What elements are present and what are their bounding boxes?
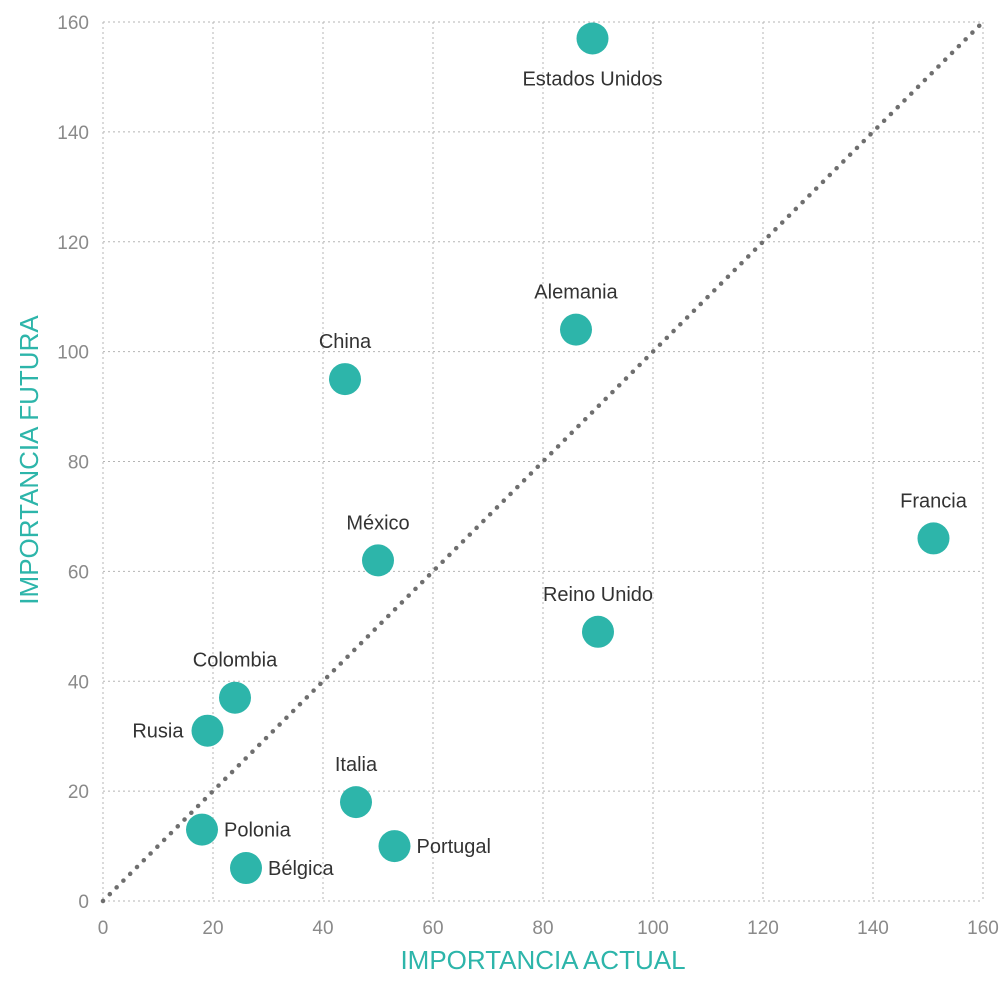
data-point bbox=[329, 363, 361, 396]
data-point-label: Colombia bbox=[193, 650, 278, 672]
x-tick-label: 160 bbox=[967, 918, 999, 939]
data-point-label: Bélgica bbox=[268, 858, 334, 880]
y-axis-ticks: 0 20 40 60 80 100 120 140 160 bbox=[57, 13, 89, 913]
data-point-label: Italia bbox=[335, 754, 378, 776]
reference-line bbox=[100, 19, 986, 904]
x-tick-label: 140 bbox=[857, 918, 889, 939]
x-axis-ticks: 0 20 40 60 80 100 120 140 160 bbox=[98, 918, 999, 939]
y-tick-label: 80 bbox=[68, 453, 89, 474]
y-tick-label: 20 bbox=[68, 782, 89, 803]
data-point bbox=[917, 522, 950, 555]
data-point-label: Estados Unidos bbox=[522, 68, 662, 90]
x-tick-label: 0 bbox=[98, 918, 109, 939]
data-point bbox=[191, 714, 224, 747]
y-tick-label: 60 bbox=[68, 562, 89, 583]
y-tick-label: 140 bbox=[57, 123, 89, 144]
data-point bbox=[219, 681, 251, 714]
x-tick-label: 60 bbox=[422, 918, 443, 939]
point-labels: Estados Unidos Alemania China Francia México… bbox=[132, 68, 967, 880]
data-point-label: México bbox=[346, 512, 409, 534]
x-tick-label: 120 bbox=[747, 918, 779, 939]
x-tick-label: 80 bbox=[532, 918, 553, 939]
data-point bbox=[362, 544, 394, 577]
data-point-label: Portugal bbox=[417, 836, 492, 858]
data-point-label: Alemania bbox=[534, 282, 618, 304]
data-point bbox=[378, 830, 411, 863]
data-point-label: Reino Unido bbox=[543, 584, 653, 606]
y-axis-title: IMPORTANCIA FUTURA bbox=[14, 315, 44, 605]
data-point bbox=[582, 615, 614, 648]
x-tick-label: 20 bbox=[202, 918, 223, 939]
x-axis-title: IMPORTANCIA ACTUAL bbox=[400, 945, 685, 975]
x-tick-label: 40 bbox=[312, 918, 333, 939]
data-point-label: Polonia bbox=[224, 820, 292, 842]
data-point-label: China bbox=[319, 331, 372, 353]
y-tick-label: 160 bbox=[57, 13, 89, 34]
reference-line-group bbox=[100, 19, 986, 904]
x-tick-label: 100 bbox=[637, 918, 669, 939]
data-points bbox=[186, 22, 950, 885]
data-point bbox=[560, 313, 592, 346]
data-point bbox=[230, 852, 262, 885]
data-point-label: Francia bbox=[900, 490, 968, 512]
data-point bbox=[340, 786, 372, 819]
data-point-label: Rusia bbox=[132, 721, 184, 743]
data-point bbox=[186, 813, 218, 846]
y-tick-label: 0 bbox=[78, 892, 89, 913]
data-point bbox=[576, 22, 609, 55]
y-tick-label: 120 bbox=[57, 233, 89, 254]
y-tick-label: 40 bbox=[68, 672, 89, 693]
y-tick-label: 100 bbox=[57, 343, 89, 364]
